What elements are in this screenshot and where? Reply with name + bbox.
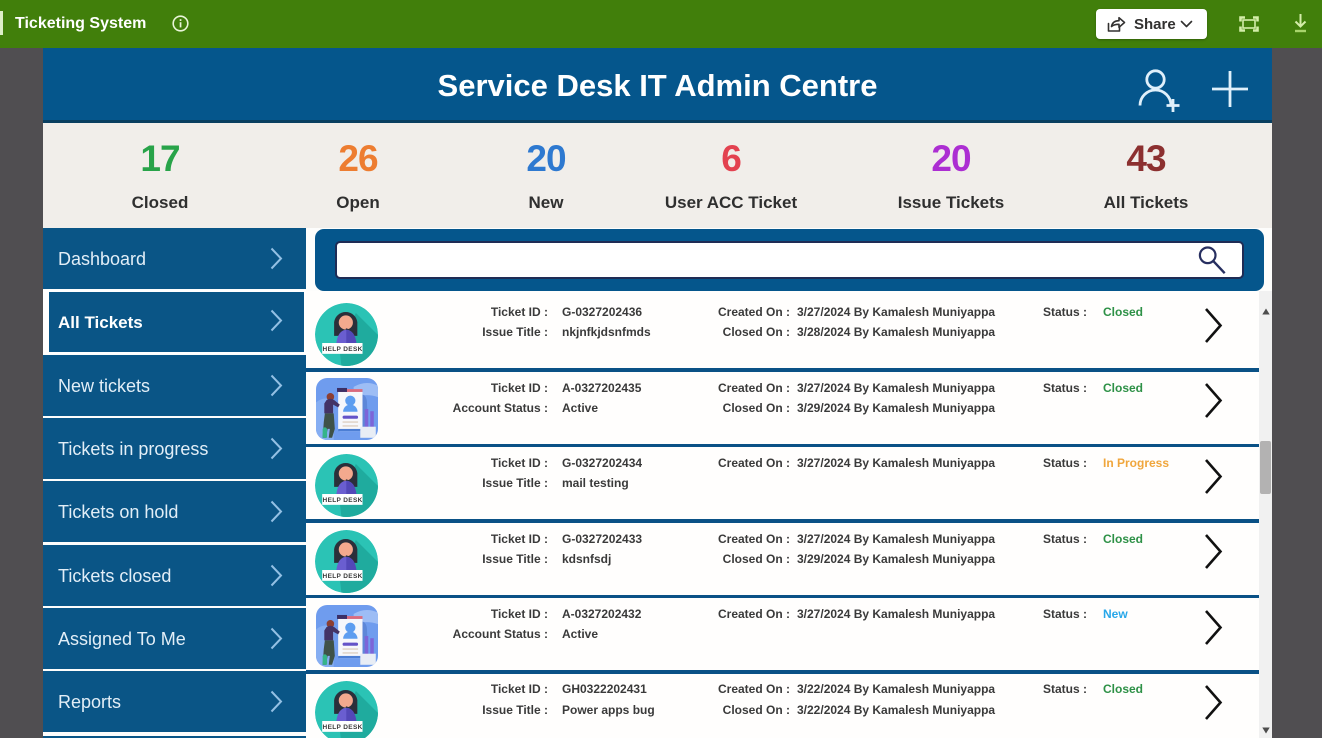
svg-text:HELP DESK: HELP DESK [322,346,362,353]
svg-text:HELP DESK: HELP DESK [322,497,362,504]
svg-text:HELP DESK: HELP DESK [322,724,362,731]
svg-text:HELP DESK: HELP DESK [322,573,362,580]
